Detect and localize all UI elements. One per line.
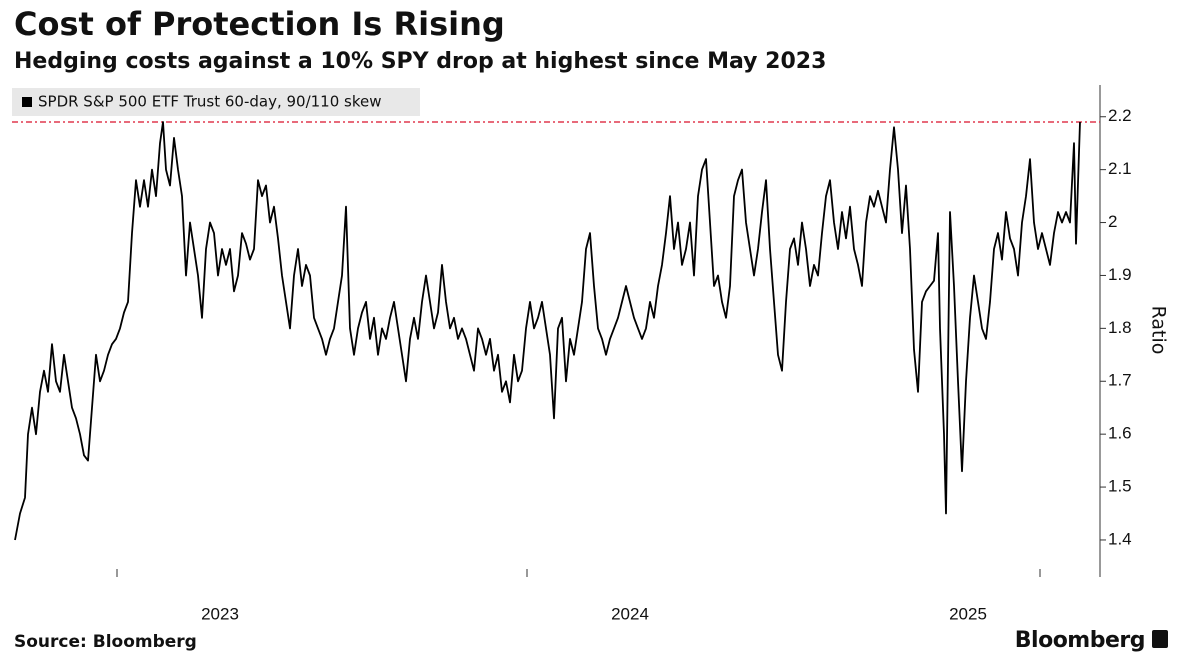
- x-tick-label: 2025: [949, 604, 987, 623]
- legend-swatch: [22, 97, 32, 107]
- y-tick-label: 1.9: [1108, 265, 1132, 284]
- chart-title: Cost of Protection Is Rising: [14, 5, 505, 43]
- brand: Bloomberg: [1015, 628, 1145, 653]
- y-tick-label: 2.1: [1108, 159, 1132, 178]
- y-axis-label: Ratio: [1148, 306, 1170, 355]
- chart-subtitle: Hedging costs against a 10% SPY drop at …: [14, 49, 826, 74]
- x-tick-label: 2023: [201, 604, 239, 623]
- y-tick-label: 1.6: [1108, 424, 1132, 443]
- y-tick-label: 1.5: [1108, 477, 1132, 496]
- y-tick-label: 1.7: [1108, 371, 1132, 390]
- x-tick-label: 2024: [611, 604, 649, 623]
- line-series: [14, 121, 1081, 541]
- y-tick-label: 2.2: [1108, 106, 1132, 125]
- brand-icon: [1152, 630, 1168, 648]
- y-tick-label: 1.4: [1108, 529, 1132, 548]
- legend-box: [12, 88, 420, 116]
- source: Source: Bloomberg: [14, 632, 197, 652]
- legend-label: SPDR S&P 500 ETF Trust 60-day, 90/110 sk…: [38, 93, 382, 111]
- y-tick-label: 2: [1108, 212, 1117, 231]
- y-tick-label: 1.8: [1108, 318, 1132, 337]
